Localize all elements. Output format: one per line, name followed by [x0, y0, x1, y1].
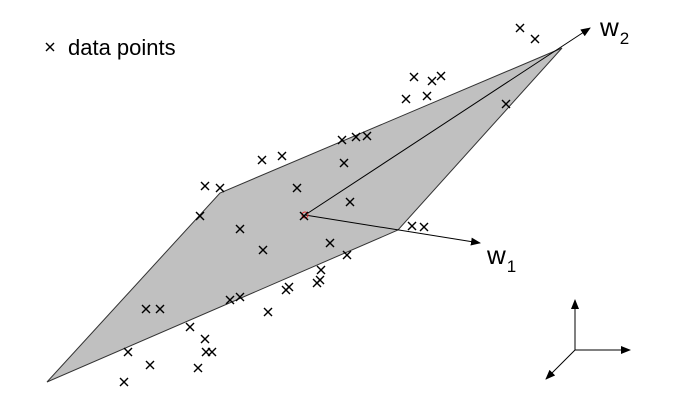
data-point-marker: [193, 363, 203, 373]
data-point-marker: [215, 183, 225, 193]
data-point-marker: [119, 377, 129, 387]
data-point-marker: [123, 347, 133, 357]
data-point-marker: [407, 221, 417, 231]
w2-arrow: [304, 27, 591, 216]
data-point-marker: [351, 132, 361, 142]
data-point-marker: [345, 197, 355, 207]
w1-label: w1: [486, 240, 516, 276]
w2-subscript: 2: [620, 29, 629, 48]
data-point-marker: [427, 76, 437, 86]
data-point-marker: [281, 285, 291, 295]
data-point-marker: [530, 34, 540, 44]
data-point-marker: [401, 94, 411, 104]
legend: data points: [45, 35, 176, 60]
data-point-marker: [501, 99, 511, 109]
legend-label: data points: [68, 35, 176, 60]
data-point-marker: [235, 224, 245, 234]
data-points-group: [119, 23, 540, 387]
data-point-marker: [292, 183, 302, 193]
data-point-marker: [325, 238, 335, 248]
data-point-marker: [436, 71, 446, 81]
data-point-marker: [315, 275, 325, 285]
data-point-marker: [316, 265, 326, 275]
data-point-marker: [200, 334, 210, 344]
data-point-marker: [277, 151, 287, 161]
xyz-axes-icon: [545, 299, 631, 380]
data-point-marker: [422, 91, 432, 101]
data-point-marker: [263, 307, 273, 317]
data-point-marker: [155, 304, 165, 314]
data-point-marker: [258, 245, 268, 255]
data-point-marker: [201, 347, 211, 357]
data-point-marker: [419, 222, 429, 232]
data-point-marker: [337, 135, 347, 145]
w1-subscript: 1: [507, 257, 516, 276]
data-point-marker: [342, 250, 352, 260]
data-point-marker: [141, 304, 151, 314]
data-point-marker: [299, 211, 309, 221]
x-marker-icon: [45, 42, 55, 52]
data-point-marker: [339, 158, 349, 168]
data-point-marker: [409, 72, 419, 82]
data-point-marker: [235, 292, 245, 302]
data-point-marker: [185, 322, 195, 332]
frame-axis-diagonal: [545, 349, 576, 380]
data-point-marker: [225, 295, 235, 305]
data-point-marker: [200, 181, 210, 191]
origin-circle-icon: [301, 211, 309, 219]
data-point-marker: [257, 155, 267, 165]
w2-label: w2: [599, 12, 629, 48]
data-point-marker: [515, 23, 525, 33]
data-point-marker: [145, 360, 155, 370]
data-point-marker: [195, 211, 205, 221]
w1-arrow: [304, 214, 481, 246]
data-point-marker: [362, 131, 372, 141]
